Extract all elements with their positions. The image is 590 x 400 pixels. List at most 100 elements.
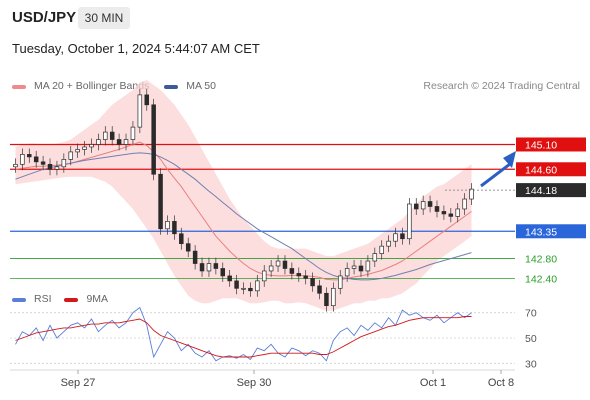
legend-rsi-label: RSI bbox=[34, 293, 52, 305]
candle-body bbox=[144, 94, 150, 106]
x-tick-label-1: Sep 30 bbox=[237, 377, 272, 389]
legend-ma20-label: MA 20 + Bollinger Bands bbox=[34, 80, 150, 92]
rsi-swatch bbox=[12, 298, 26, 302]
candle-body bbox=[296, 273, 302, 277]
level-label-4: 142.40 bbox=[525, 273, 557, 285]
candle-body bbox=[261, 270, 267, 282]
candle-body bbox=[455, 208, 460, 217]
candle-body bbox=[199, 263, 205, 272]
level-tag-1-bg bbox=[516, 162, 586, 177]
candle-body bbox=[206, 263, 212, 272]
candle-body bbox=[448, 213, 454, 217]
candle-body bbox=[386, 240, 391, 247]
x-tick-label-2: Oct 1 bbox=[420, 377, 446, 389]
candle-body bbox=[89, 144, 94, 148]
candle-body bbox=[379, 245, 384, 254]
candle-body bbox=[344, 268, 350, 277]
x-tick-label-3: Oct 8 bbox=[488, 377, 514, 389]
timeframe-button[interactable]: 30 MIN bbox=[78, 7, 130, 29]
candle-body bbox=[61, 159, 67, 168]
ma20-line bbox=[15, 141, 472, 281]
rsi-legend: RSI 9MA bbox=[12, 293, 118, 305]
legend-9ma: 9MA bbox=[64, 293, 108, 305]
candle-body bbox=[20, 154, 25, 165]
candle-body bbox=[27, 154, 32, 158]
candle-body bbox=[275, 260, 281, 267]
candle-body bbox=[365, 260, 371, 272]
candle-body bbox=[469, 188, 474, 200]
x-tick-label-0: Sep 27 bbox=[61, 377, 96, 389]
candle-body bbox=[400, 233, 405, 240]
rsi-tick-1: 50 bbox=[525, 333, 537, 345]
candle-body bbox=[324, 292, 329, 307]
candle-body bbox=[33, 156, 39, 163]
current-price-tag-bg bbox=[516, 183, 586, 198]
candle-body bbox=[434, 206, 440, 212]
candle-body bbox=[179, 233, 184, 245]
candle-body bbox=[40, 161, 46, 165]
candle-body bbox=[123, 139, 129, 145]
candle-body bbox=[109, 131, 115, 140]
level-tag-1-text: 144.60 bbox=[525, 164, 557, 176]
candle-body bbox=[441, 211, 447, 215]
candle-body bbox=[462, 198, 467, 210]
candle-body bbox=[151, 104, 156, 175]
candle-body bbox=[47, 163, 53, 170]
candle-body bbox=[241, 287, 246, 290]
ma20-swatch bbox=[12, 85, 26, 89]
candle-body bbox=[185, 243, 191, 252]
candle-body bbox=[82, 146, 87, 150]
candle-body bbox=[351, 265, 357, 269]
ma9-swatch bbox=[64, 298, 79, 302]
symbol-title: USD/JPY bbox=[12, 9, 77, 26]
level-tag-2-text: 143.35 bbox=[525, 226, 557, 238]
candle-body bbox=[414, 203, 419, 210]
level-tag-2: 143.35 bbox=[516, 224, 586, 239]
candle-body bbox=[317, 285, 322, 294]
candle-body bbox=[407, 203, 412, 240]
candle-body bbox=[331, 287, 336, 307]
candle-body bbox=[303, 275, 308, 279]
ma50-line bbox=[15, 152, 472, 281]
level-tag-1: 144.60 bbox=[516, 162, 586, 177]
candle-body bbox=[282, 260, 288, 269]
candle-body bbox=[372, 253, 378, 262]
candle-body bbox=[227, 275, 232, 282]
rsi-9ma-line bbox=[15, 316, 472, 358]
bollinger-band-area bbox=[15, 80, 472, 311]
level-tag-0: 145.10 bbox=[516, 137, 586, 152]
candle-body bbox=[310, 278, 315, 287]
research-credit: Research © 2024 Trading Central bbox=[423, 80, 580, 92]
datetime-label: Tuesday, October 1, 2024 5:44:07 AM CET bbox=[12, 41, 260, 56]
legend-rsi: RSI bbox=[12, 293, 54, 305]
rsi-tick-2: 30 bbox=[525, 358, 537, 370]
forecast-arrow-head bbox=[503, 151, 516, 168]
candle-body bbox=[248, 287, 253, 292]
candle-body bbox=[234, 280, 239, 289]
candle-body bbox=[103, 131, 108, 140]
candle-body bbox=[75, 149, 80, 153]
candle-body bbox=[192, 250, 198, 264]
candle-body bbox=[158, 173, 163, 230]
ma50-swatch bbox=[164, 85, 179, 89]
candle-body bbox=[337, 275, 343, 289]
current-price-tag-text: 144.18 bbox=[525, 185, 557, 197]
forecast-arrow-shaft bbox=[480, 162, 511, 188]
chart-legend: MA 20 + Bollinger Bands MA 50 bbox=[12, 80, 228, 92]
candle-body bbox=[137, 94, 143, 128]
candle-body bbox=[213, 263, 219, 269]
legend-ma50-label: MA 50 bbox=[186, 80, 216, 92]
candle-body bbox=[358, 265, 364, 272]
legend-ma50: MA 50 bbox=[164, 80, 216, 92]
candle-body bbox=[13, 163, 18, 168]
candle-body bbox=[54, 166, 60, 170]
level-tag-2-bg bbox=[516, 224, 586, 239]
legend-ma20: MA 20 + Bollinger Bands bbox=[12, 80, 152, 92]
candle-body bbox=[420, 201, 426, 210]
legend-9ma-label: 9MA bbox=[86, 293, 109, 305]
candle-body bbox=[165, 221, 170, 230]
level-tag-0-bg bbox=[516, 137, 586, 152]
candle-body bbox=[268, 265, 274, 272]
rsi-line bbox=[15, 306, 472, 362]
